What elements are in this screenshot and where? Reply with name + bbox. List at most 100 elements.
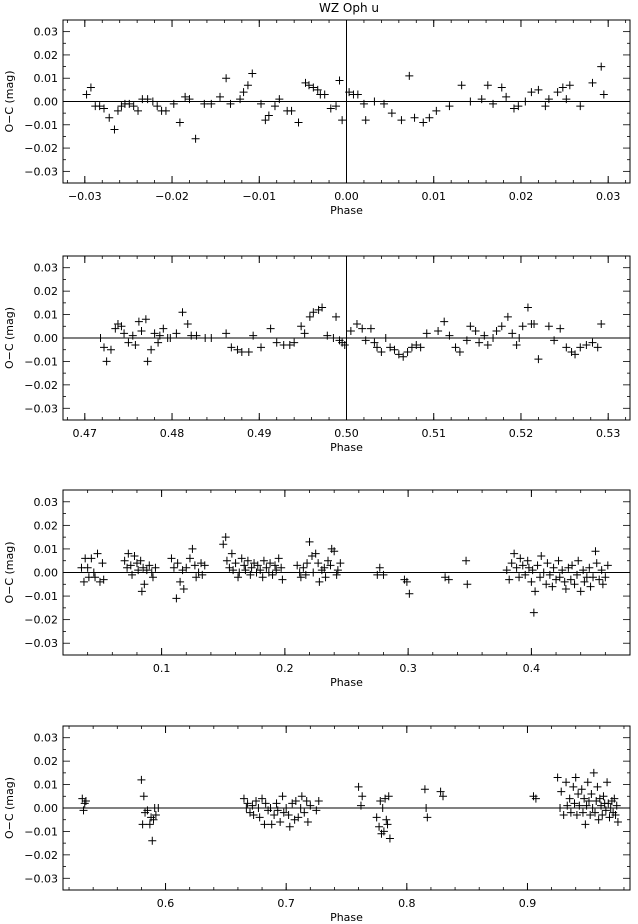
data-point: [518, 322, 527, 331]
data-point: [332, 102, 341, 111]
data-point: [126, 561, 135, 570]
data-point: [261, 799, 270, 808]
y-tick-label: −0.02: [24, 614, 58, 627]
data-point: [605, 813, 614, 822]
x-tick-label: 0.03: [596, 190, 621, 203]
x-axis-label: Phase: [330, 204, 363, 217]
data-point: [379, 570, 388, 579]
data-point: [272, 338, 281, 347]
data-point: [99, 575, 108, 584]
data-point: [266, 559, 275, 568]
data-point: [558, 566, 567, 575]
data-point: [297, 792, 306, 801]
data-point: [200, 99, 209, 108]
data-point: [611, 811, 620, 820]
data-point: [271, 561, 280, 570]
data-point: [173, 559, 182, 568]
data-point: [137, 326, 146, 335]
data-point: [242, 804, 251, 812]
data-point: [585, 563, 594, 572]
data-point: [91, 573, 100, 582]
data-point: [257, 99, 266, 108]
data-point: [597, 319, 606, 328]
data-point: [475, 338, 484, 347]
data-point: [161, 106, 170, 115]
x-tick-label: 0.01: [421, 190, 446, 203]
data-point: [303, 818, 312, 827]
data-point: [466, 322, 475, 331]
data-point: [370, 338, 379, 347]
data-point: [354, 782, 363, 791]
y-tick-label: −0.03: [24, 165, 58, 178]
data-point: [182, 563, 191, 572]
data-point: [272, 799, 281, 808]
data-point: [613, 818, 622, 827]
data-point: [562, 778, 571, 787]
data-point: [445, 102, 454, 111]
data-point: [141, 315, 150, 324]
data-point: [137, 587, 146, 596]
x-tick-label: 0.48: [160, 427, 185, 440]
data-point: [261, 116, 270, 125]
data-point: [563, 801, 572, 810]
data-point: [274, 554, 283, 563]
data-point: [293, 561, 302, 570]
data-point: [445, 331, 454, 340]
data-point: [143, 806, 152, 815]
data-point: [534, 355, 543, 364]
data-point: [580, 577, 589, 586]
data-point: [324, 556, 333, 565]
data-point: [260, 820, 269, 829]
data-point: [423, 813, 432, 822]
data-point: [300, 808, 309, 817]
data-point: [508, 329, 517, 338]
data-point: [542, 580, 551, 589]
data-point: [556, 324, 565, 333]
data-point: [512, 563, 521, 572]
data-point: [516, 554, 525, 563]
data-point: [521, 570, 530, 579]
x-tick-label: 0.50: [334, 427, 359, 440]
y-tick-label: 0.02: [34, 519, 59, 532]
data-point: [578, 808, 587, 817]
data-point: [79, 577, 88, 586]
data-point: [359, 99, 368, 108]
y-tick-label: −0.01: [24, 825, 58, 838]
data-point: [582, 801, 591, 810]
y-tick-label: 0.01: [34, 309, 59, 322]
data-point: [338, 116, 347, 125]
data-point: [375, 822, 384, 831]
data-point: [105, 113, 114, 122]
data-point: [113, 106, 122, 115]
data-point: [300, 329, 309, 338]
data-point: [370, 97, 379, 106]
data-point: [584, 796, 593, 805]
data-point: [227, 343, 236, 352]
data-point: [386, 343, 395, 352]
data-point: [529, 608, 538, 617]
data-point: [87, 554, 96, 563]
data-point: [321, 573, 330, 582]
data-point: [597, 62, 606, 71]
data-point: [489, 99, 498, 108]
data-point: [536, 573, 545, 582]
data-point: [192, 573, 201, 582]
data-point: [557, 787, 566, 796]
data-point: [110, 125, 119, 134]
data-point: [531, 794, 540, 803]
data-point: [451, 343, 460, 352]
data-point: [131, 341, 140, 350]
data-point: [576, 343, 585, 352]
y-tick-label: −0.02: [24, 849, 58, 862]
data-point: [531, 587, 540, 596]
data-point: [561, 585, 570, 593]
data-point: [314, 559, 323, 568]
data-point: [582, 341, 591, 350]
x-tick-label: 0.8: [398, 897, 416, 910]
data-point: [375, 563, 384, 572]
data-point: [581, 820, 590, 829]
data-point: [282, 804, 291, 812]
data-point: [533, 561, 542, 570]
data-point: [150, 329, 159, 338]
data-point: [436, 787, 445, 796]
